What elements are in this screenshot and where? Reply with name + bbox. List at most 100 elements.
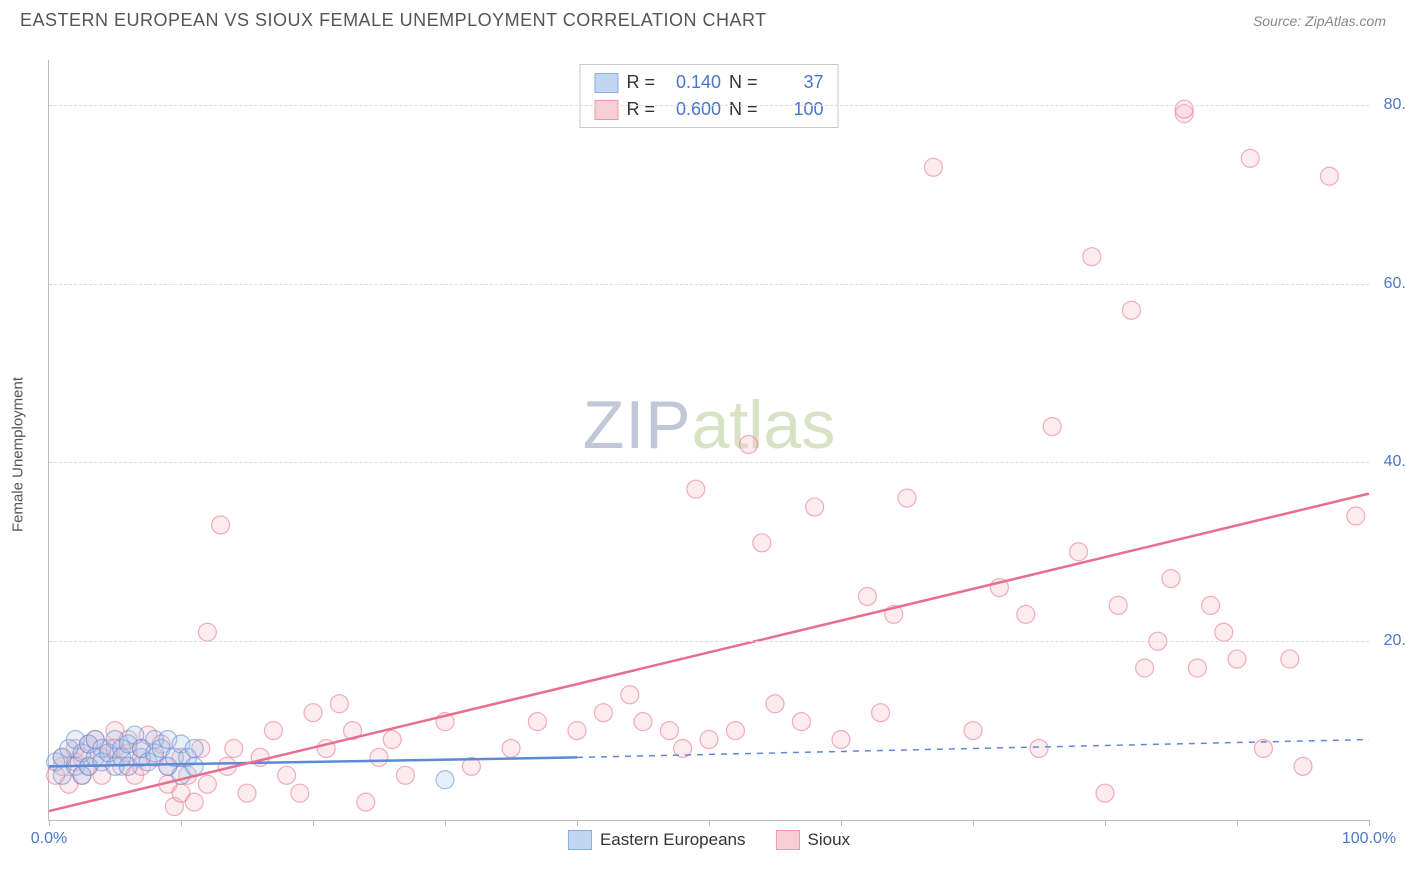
data-point <box>726 722 744 740</box>
data-point <box>1215 623 1233 641</box>
data-point <box>1096 784 1114 802</box>
data-point <box>1083 248 1101 266</box>
trend-line-extrapolated <box>577 740 1369 758</box>
data-point <box>1122 301 1140 319</box>
data-point <box>964 722 982 740</box>
data-point <box>396 766 414 784</box>
scatter-svg <box>49 60 1369 820</box>
data-point <box>634 713 652 731</box>
data-point <box>1202 596 1220 614</box>
x-tick-mark <box>709 820 710 826</box>
data-point <box>1347 507 1365 525</box>
y-tick-label: 60.0% <box>1384 275 1406 293</box>
data-point <box>924 158 942 176</box>
legend-stats: R = 0.140 N = 37 R = 0.600 N = 100 <box>579 64 838 128</box>
source-label: Source: ZipAtlas.com <box>1253 13 1386 29</box>
data-point <box>766 695 784 713</box>
x-tick-mark <box>973 820 974 826</box>
data-point <box>1043 418 1061 436</box>
x-tick-label: 0.0% <box>31 830 67 848</box>
x-tick-mark <box>841 820 842 826</box>
y-tick-label: 20.0% <box>1384 632 1406 650</box>
data-point <box>238 784 256 802</box>
data-point <box>383 731 401 749</box>
data-point <box>185 793 203 811</box>
gridline <box>49 105 1369 106</box>
swatch-series2 <box>594 100 618 120</box>
data-point <box>753 534 771 552</box>
data-point <box>832 731 850 749</box>
gridline <box>49 284 1369 285</box>
data-point <box>700 731 718 749</box>
data-point <box>304 704 322 722</box>
data-point <box>792 713 810 731</box>
x-tick-mark <box>577 820 578 826</box>
data-point <box>436 771 454 789</box>
data-point <box>212 516 230 534</box>
data-point <box>1188 659 1206 677</box>
legend-item-2: Sioux <box>776 830 851 850</box>
legend-row-series1: R = 0.140 N = 37 <box>594 69 823 96</box>
chart-title: EASTERN EUROPEAN VS SIOUX FEMALE UNEMPLO… <box>20 10 767 31</box>
data-point <box>1070 543 1088 561</box>
legend-series: Eastern Europeans Sioux <box>568 830 850 850</box>
x-tick-mark <box>1369 820 1370 826</box>
r-label: R = <box>626 69 655 96</box>
x-tick-mark <box>445 820 446 826</box>
swatch-series2-bottom <box>776 830 800 850</box>
legend-label-2: Sioux <box>808 830 851 850</box>
data-point <box>264 722 282 740</box>
data-point <box>872 704 890 722</box>
data-point <box>198 775 216 793</box>
data-point <box>1294 757 1312 775</box>
y-tick-label: 80.0% <box>1384 96 1406 114</box>
data-point <box>898 489 916 507</box>
data-point <box>1241 149 1259 167</box>
n-value-2: 100 <box>766 96 824 123</box>
data-point <box>568 722 586 740</box>
r-value-2: 0.600 <box>663 96 721 123</box>
data-point <box>1136 659 1154 677</box>
legend-label-1: Eastern Europeans <box>600 830 746 850</box>
data-point <box>1175 100 1193 118</box>
gridline <box>49 462 1369 463</box>
data-point <box>357 793 375 811</box>
x-tick-mark <box>49 820 50 826</box>
data-point <box>185 757 203 775</box>
legend-row-series2: R = 0.600 N = 100 <box>594 96 823 123</box>
swatch-series1 <box>594 73 618 93</box>
data-point <box>806 498 824 516</box>
data-point <box>1030 739 1048 757</box>
data-point <box>594 704 612 722</box>
legend-item-1: Eastern Europeans <box>568 830 746 850</box>
n-value-1: 37 <box>766 69 824 96</box>
swatch-series1-bottom <box>568 830 592 850</box>
data-point <box>687 480 705 498</box>
data-point <box>621 686 639 704</box>
data-point <box>1320 167 1338 185</box>
data-point <box>198 623 216 641</box>
data-point <box>1017 605 1035 623</box>
n-label: N = <box>729 96 758 123</box>
data-point <box>1162 570 1180 588</box>
gridline <box>49 641 1369 642</box>
data-point <box>660 722 678 740</box>
data-point <box>291 784 309 802</box>
x-tick-mark <box>1237 820 1238 826</box>
data-point <box>502 739 520 757</box>
r-value-1: 0.140 <box>663 69 721 96</box>
data-point <box>185 739 203 757</box>
data-point <box>370 748 388 766</box>
x-tick-mark <box>181 820 182 826</box>
trend-line <box>49 494 1369 811</box>
x-tick-mark <box>1105 820 1106 826</box>
y-tick-label: 40.0% <box>1384 453 1406 471</box>
plot-area: ZIPatlas R = 0.140 N = 37 R = 0.600 N = … <box>48 60 1369 821</box>
y-axis-label: Female Unemployment <box>10 377 27 532</box>
data-point <box>740 435 758 453</box>
data-point <box>225 739 243 757</box>
data-point <box>528 713 546 731</box>
n-label: N = <box>729 69 758 96</box>
data-point <box>1281 650 1299 668</box>
data-point <box>1228 650 1246 668</box>
